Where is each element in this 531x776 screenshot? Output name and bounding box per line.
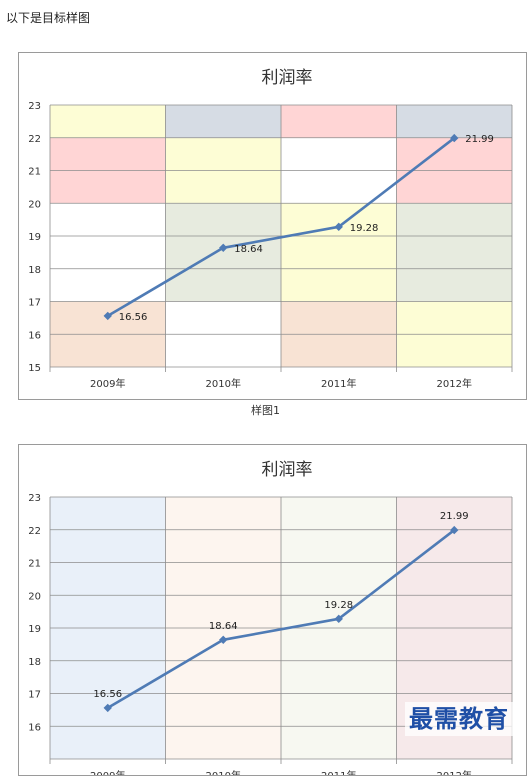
chart-1-title: 利润率 [262,68,313,88]
chart-2-data-label: 18.64 [209,621,238,632]
chart-2: 利润率 16 17 18 19 20 21 22 23 2009年 2010年 2011年 2012年 1… [18,444,527,776]
chart-2-svg: 利润率 16 17 18 19 20 21 22 23 2009年 2010年 2011年 2012年 1… [28,460,513,775]
chart-2-y-tick-label: 23 [28,493,41,504]
chart-2-y-tick-label: 18 [28,657,41,668]
chart-2-data-label: 19.28 [324,600,353,611]
chart-1-y-tick-label: 23 [28,101,41,112]
chart-2-data-label: 21.99 [440,511,469,522]
chart-1-data-point [450,133,459,143]
chart-1-background-band [50,105,166,138]
chart-2-data-label: 16.56 [93,689,122,700]
chart-1-background-band [165,105,281,138]
chart-1-y-tick-label: 15 [28,363,41,374]
chart-1-data-point [334,222,343,232]
chart-2-series-line [107,529,456,710]
chart-1-data-label: 18.64 [234,244,263,255]
chart-1-data-point [103,311,112,321]
chart-1-data-label: 16.56 [119,312,148,323]
chart-1-background-band [281,105,397,138]
chart-1-background-band [396,203,512,302]
chart-1-y-tick-label: 21 [28,167,41,178]
chart-2-y-tick-label: 20 [28,591,41,602]
chart-2-y-tick-label: 21 [28,559,41,570]
chart-2-y-tick-label: 16 [28,722,41,733]
chart-2-x-tick-label: 2010年 [206,769,241,775]
chart-2-x-tick-label: 2009年 [90,769,125,775]
chart-2-title: 利润率 [262,460,313,480]
chart-2-y-tick-label: 19 [28,624,41,635]
intro-text: 以下是目标样图 [6,11,91,25]
chart-2-x-tick-label: 2012年 [437,769,472,775]
chart-1-y-tick-label: 20 [28,199,41,210]
chart-1-x-tick-label: 2012年 [437,377,472,390]
chart-1-y-tick-label: 17 [28,298,41,309]
chart-1-caption: 样图1 [251,404,280,417]
chart-2-y-tick-label: 17 [28,690,41,701]
chart-1-y-tick-label: 19 [28,232,41,243]
chart-1: 利润率 15 16 17 18 19 20 21 22 23 2009年 2010年 2011年 2012… [18,52,527,400]
chart-1-background-band [396,105,512,138]
chart-1-data-point [219,243,228,252]
chart-1-x-tick-label: 2011年 [321,377,356,390]
chart-1-background-band [281,203,397,302]
chart-2-y-tick-label: 22 [28,526,41,537]
chart-1-svg: 利润率 15 16 17 18 19 20 21 22 23 2009年 2010年 2011年 2012… [28,68,513,390]
chart-2-x-tick-label: 2011年 [321,769,356,775]
chart-1-background-band [165,203,281,302]
chart-1-y-tick-label: 18 [28,265,41,276]
chart-1-data-label: 19.28 [350,223,379,234]
chart-1-background-band [50,203,166,302]
chart-1-x-tick-label: 2009年 [90,377,125,390]
chart-1-x-tick-label: 2010年 [206,377,241,390]
watermark-logo: 最需教育 [405,702,513,736]
chart-1-series-line [107,137,456,318]
chart-1-data-label: 21.99 [465,134,494,145]
chart-1-y-tick-label: 16 [28,330,41,341]
chart-1-y-tick-label: 22 [28,134,41,145]
chart-2-data-point [450,525,459,535]
